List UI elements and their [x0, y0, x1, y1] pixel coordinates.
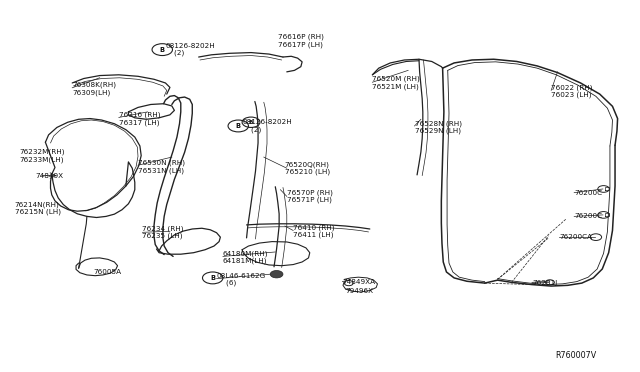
Text: 76200CA: 76200CA — [559, 234, 593, 240]
Text: B: B — [236, 123, 241, 129]
Text: 76022 (RH)
76023 (LH): 76022 (RH) 76023 (LH) — [551, 84, 593, 99]
Text: 08126-8202H
    (2): 08126-8202H (2) — [166, 43, 215, 57]
Text: 76200C: 76200C — [574, 214, 602, 219]
Text: 76520M (RH)
76521M (LH): 76520M (RH) 76521M (LH) — [372, 76, 420, 90]
Text: 76616P (RH)
76617P (LH): 76616P (RH) 76617P (LH) — [278, 34, 324, 48]
Text: 76234 (RH)
76235 (LH): 76234 (RH) 76235 (LH) — [143, 225, 184, 239]
Text: 76308K(RH)
76309(LH): 76308K(RH) 76309(LH) — [72, 82, 116, 96]
Text: R760007V: R760007V — [555, 351, 596, 360]
Text: 76005A: 76005A — [93, 269, 122, 275]
Circle shape — [270, 270, 283, 278]
Text: 76520Q(RH)
765210 (LH): 76520Q(RH) 765210 (LH) — [285, 161, 330, 175]
Text: 08L46-6162G
    (6): 08L46-6162G (6) — [216, 273, 266, 286]
Text: 76214N(RH)
76215N (LH): 76214N(RH) 76215N (LH) — [15, 201, 61, 215]
Text: 64180M(RH)
64181M(LH): 64180M(RH) 64181M(LH) — [223, 250, 268, 264]
Text: 76410 (RH)
76411 (LH): 76410 (RH) 76411 (LH) — [293, 224, 335, 238]
Text: B: B — [210, 275, 215, 281]
Text: 74849XA: 74849XA — [342, 279, 376, 285]
Text: 79496X: 79496X — [346, 288, 374, 294]
Text: B: B — [249, 120, 253, 125]
Text: 74849X: 74849X — [35, 173, 63, 179]
Text: 76201J: 76201J — [532, 280, 557, 286]
Text: 76316 (RH)
76317 (LH): 76316 (RH) 76317 (LH) — [119, 112, 161, 125]
Text: 76528N (RH)
76529N (LH): 76528N (RH) 76529N (LH) — [415, 121, 461, 134]
Text: B: B — [160, 46, 164, 52]
Text: 76232M(RH)
76233M(LH): 76232M(RH) 76233M(LH) — [20, 148, 65, 163]
Text: 76570P (RH)
76571P (LH): 76570P (RH) 76571P (LH) — [287, 189, 333, 203]
Text: 76200C: 76200C — [574, 190, 602, 196]
Text: 76530N (RH)
76531N (LH): 76530N (RH) 76531N (LH) — [138, 160, 185, 174]
Text: 08126-8202H
    (2): 08126-8202H (2) — [242, 119, 292, 133]
